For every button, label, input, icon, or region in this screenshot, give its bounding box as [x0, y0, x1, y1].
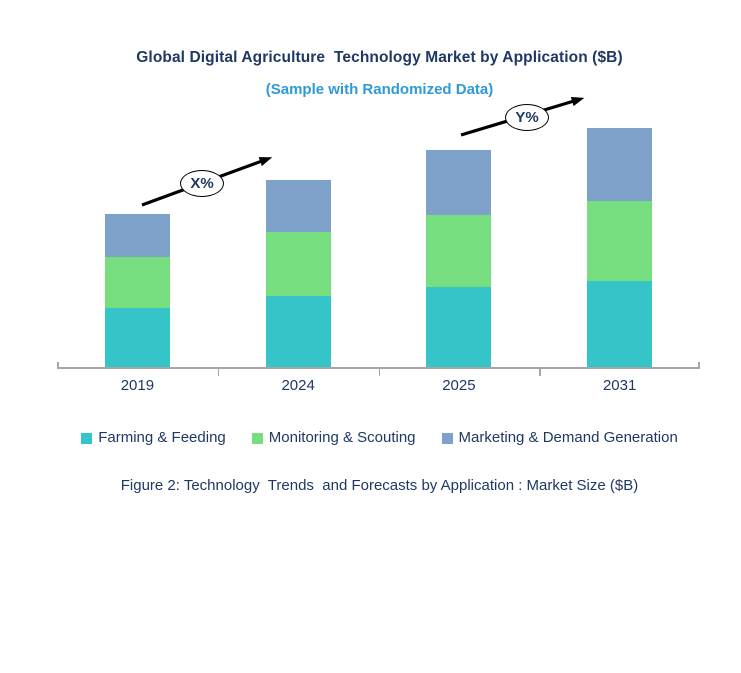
legend-label: Farming & Feeding [98, 429, 226, 446]
bar-segment-farming-feeding-2019[interactable] [104, 308, 170, 368]
bar-segment-marketing-demand-generation-2025[interactable] [426, 150, 492, 215]
growth-annotation-x: X% [180, 170, 224, 197]
bar-segment-farming-feeding-2031[interactable] [587, 281, 653, 368]
x-axis-label-2025: 2025 [442, 377, 476, 394]
bar-segment-monitoring-scouting-2031[interactable] [587, 201, 653, 281]
x-axis-line [57, 367, 700, 369]
legend-label: Monitoring & Scouting [268, 429, 416, 446]
growth-annotation-y: Y% [505, 104, 549, 131]
x-axis-label-2019: 2019 [120, 377, 155, 394]
x-axis-endcap-left [57, 362, 59, 367]
bar-segment-monitoring-scouting-2025[interactable] [426, 215, 492, 287]
growth-annotation-x-label: X% [190, 175, 214, 192]
bar-segment-monitoring-scouting-2019[interactable] [104, 257, 170, 308]
bar-segment-monitoring-scouting-2024[interactable] [265, 232, 331, 296]
growth-annotation-y-label: Y% [515, 109, 539, 126]
x-axis-endcap-right [698, 362, 700, 367]
bar-segment-farming-feeding-2024[interactable] [265, 296, 331, 368]
bar-segment-marketing-demand-generation-2019[interactable] [104, 214, 170, 257]
bar-2019[interactable] [104, 214, 170, 368]
bar-segment-marketing-demand-generation-2031[interactable] [587, 128, 653, 201]
bar-2031[interactable] [587, 128, 653, 368]
figure-caption: Figure 2: Technology Trends and Forecast… [120, 477, 639, 494]
legend-item-monitoring-scouting[interactable]: Monitoring & Scouting [251, 429, 416, 446]
bar-segment-marketing-demand-generation-2024[interactable] [265, 180, 331, 232]
legend-swatch-icon [81, 432, 93, 444]
legend-label: Marketing & Demand Generation [458, 429, 678, 446]
x-axis-tick [539, 369, 541, 376]
bar-2024[interactable] [265, 180, 331, 368]
bar-2025[interactable] [426, 150, 492, 368]
legend-item-marketing-demand-generation[interactable]: Marketing & Demand Generation [441, 429, 678, 446]
legend-item-farming-feeding[interactable]: Farming & Feeding [81, 429, 226, 446]
x-axis-label-2024: 2024 [281, 377, 315, 394]
chart-subtitle: (Sample with Randomized Data) [265, 81, 494, 98]
x-axis-tick [217, 369, 220, 376]
plot-area: X% Y% 2019 2024 2025 2031 [57, 96, 700, 394]
chart-title: Global Digital Agriculture Technology Ma… [136, 49, 623, 66]
legend-swatch-icon [251, 432, 263, 444]
bar-segment-farming-feeding-2025[interactable] [426, 287, 492, 368]
x-axis-tick [378, 369, 381, 376]
legend-swatch-icon [441, 432, 453, 444]
legend: Farming & Feeding Monitoring & Scouting … [18, 429, 741, 446]
x-axis-label-2031: 2031 [602, 377, 637, 394]
